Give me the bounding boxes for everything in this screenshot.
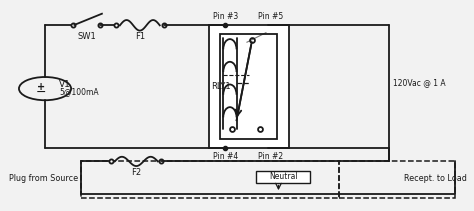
Text: Neutral: Neutral bbox=[269, 172, 298, 181]
Text: V1: V1 bbox=[59, 80, 71, 89]
Text: +: + bbox=[37, 81, 46, 92]
Text: F1: F1 bbox=[135, 32, 145, 41]
Text: Pin #5: Pin #5 bbox=[257, 12, 283, 21]
Text: −: − bbox=[36, 85, 46, 99]
Text: F2: F2 bbox=[131, 168, 141, 177]
Text: Pin #3: Pin #3 bbox=[212, 12, 238, 21]
Bar bbox=[339, 161, 455, 198]
Bar bbox=[220, 34, 277, 139]
Text: 5@100mA: 5@100mA bbox=[59, 87, 99, 96]
Text: Pin #4: Pin #4 bbox=[212, 152, 238, 161]
Text: Plug from Source: Plug from Source bbox=[9, 174, 79, 183]
Text: SW1: SW1 bbox=[77, 32, 96, 41]
Bar bbox=[256, 171, 310, 183]
Text: Recept. to Load: Recept. to Load bbox=[404, 174, 467, 183]
Text: RLY1: RLY1 bbox=[211, 82, 230, 91]
Bar bbox=[81, 161, 339, 198]
Text: 120Vac @ 1 A: 120Vac @ 1 A bbox=[393, 78, 446, 87]
Bar bbox=[209, 25, 289, 148]
Text: Pin #2: Pin #2 bbox=[257, 152, 283, 161]
